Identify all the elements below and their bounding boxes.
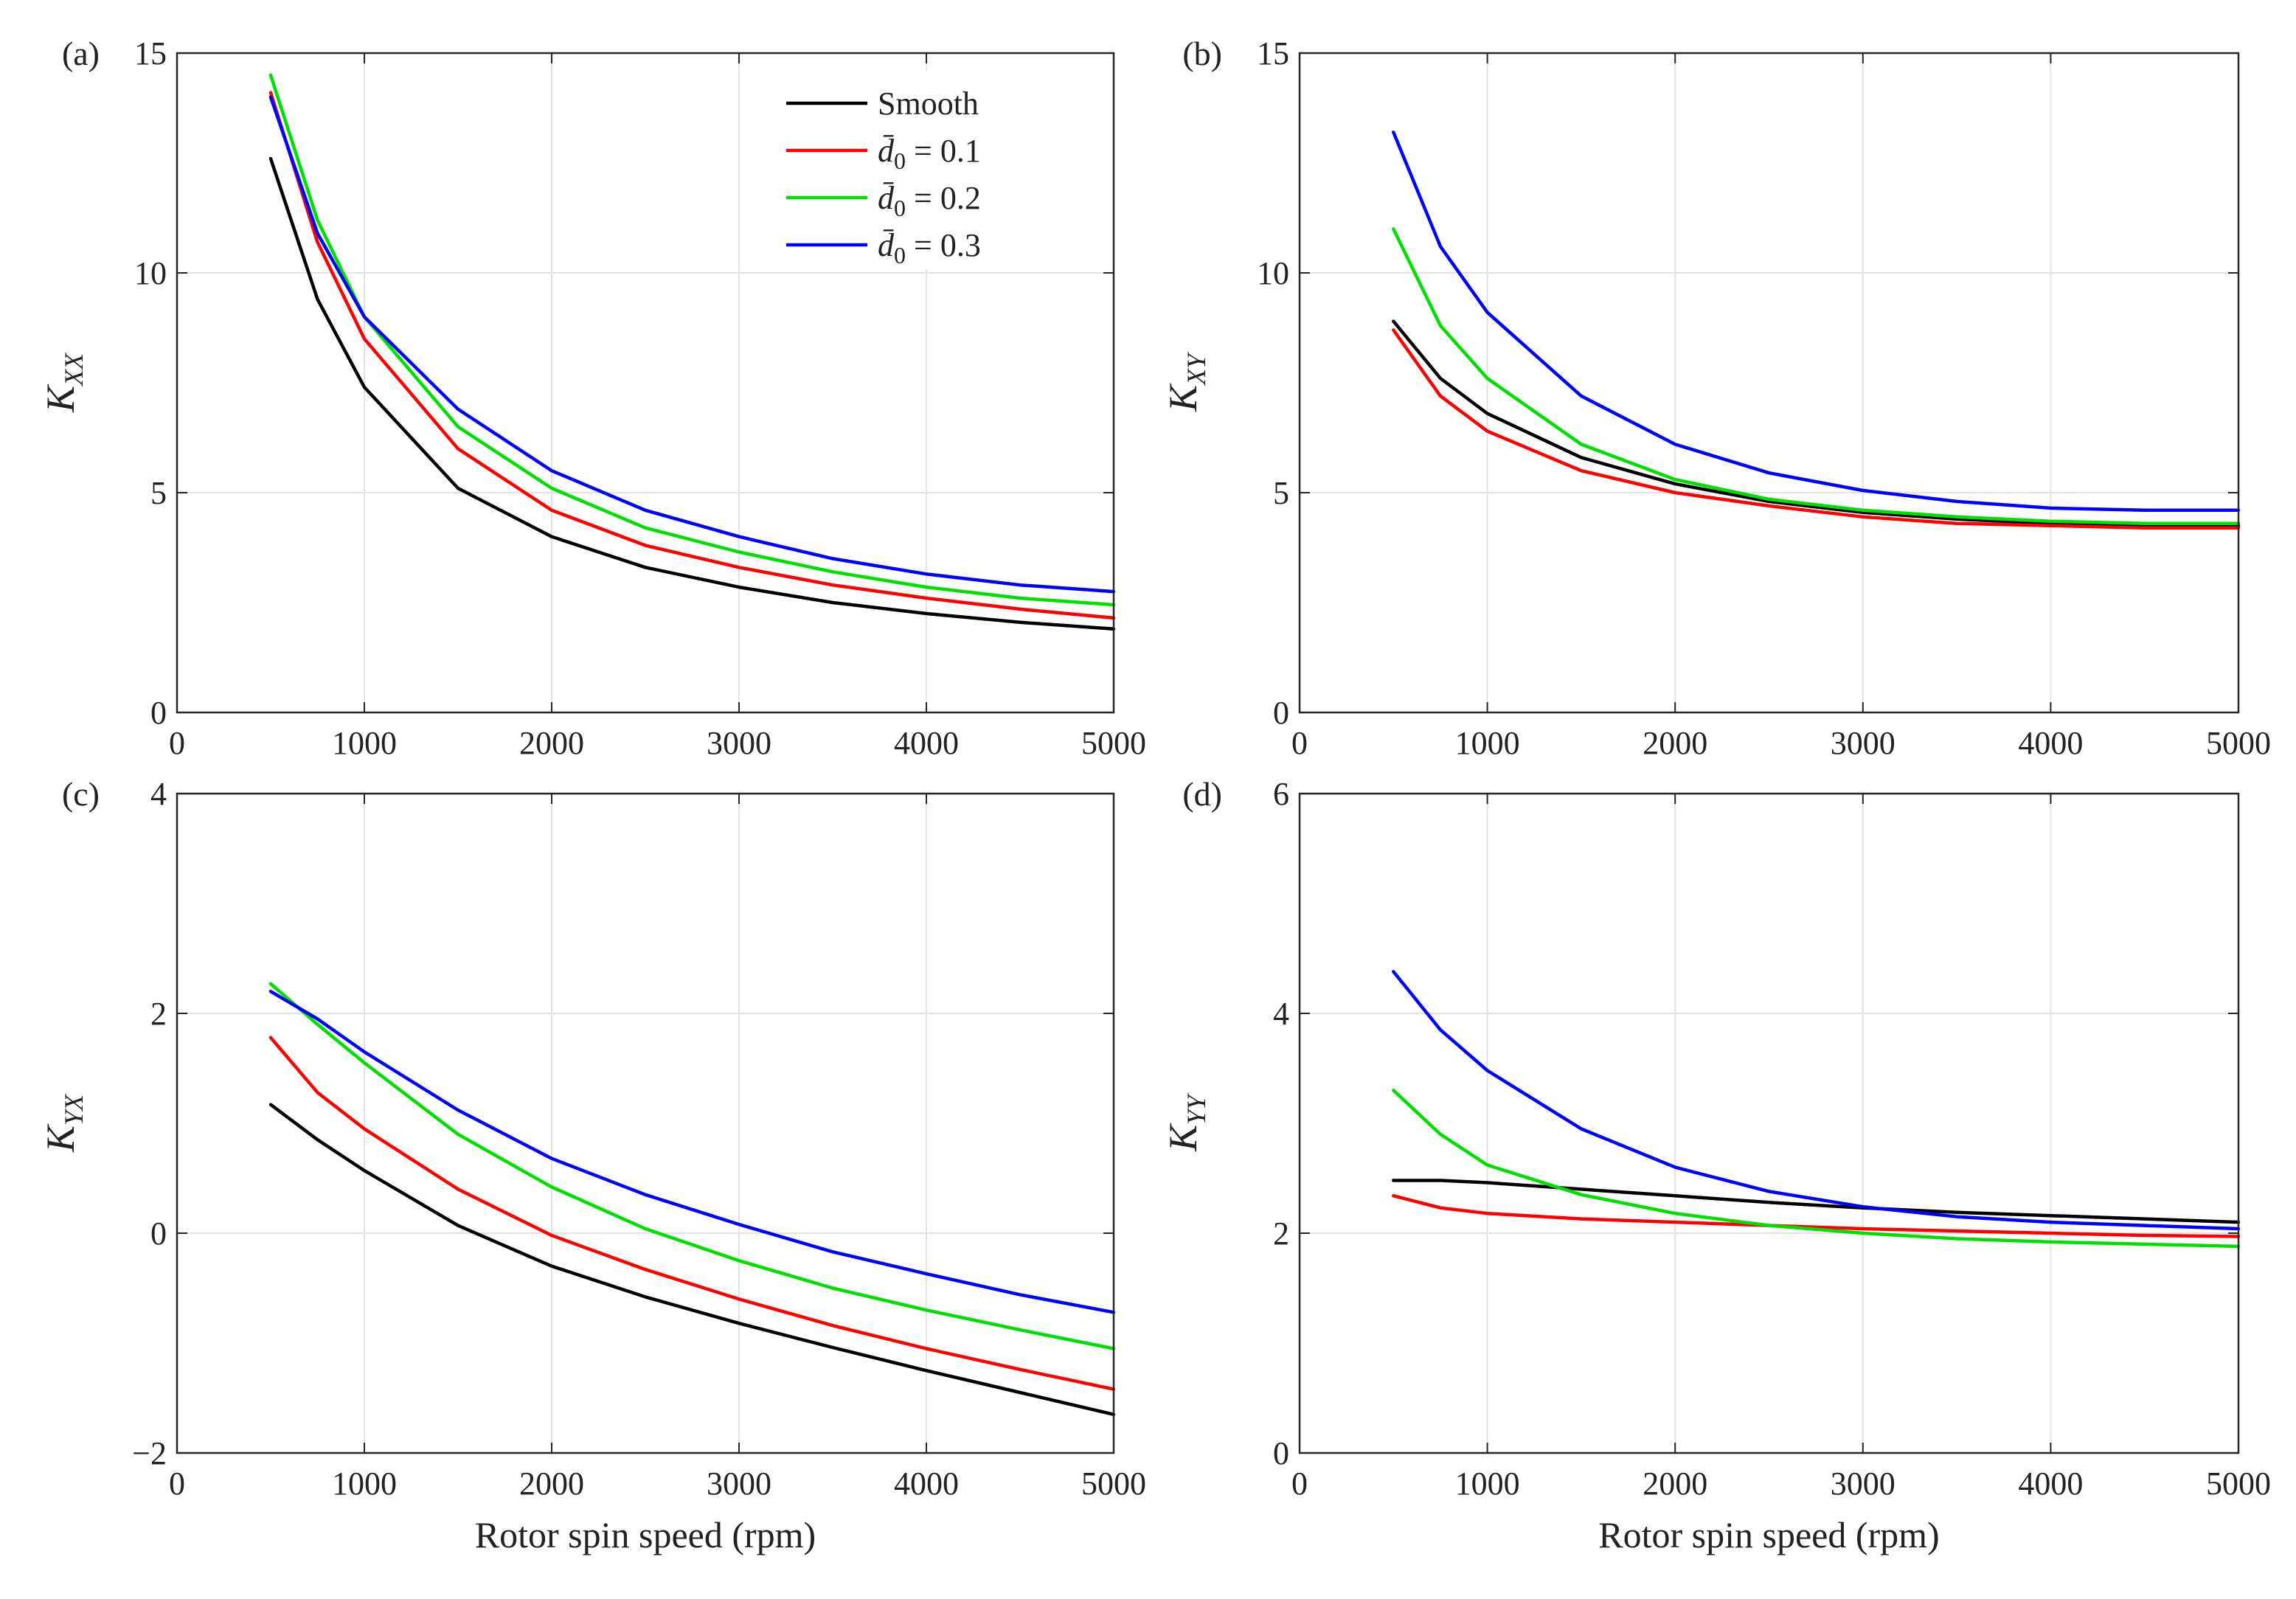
- legend-label-4: d̄0 = 0.3: [878, 227, 981, 268]
- series-line-4: [268, 95, 1116, 594]
- axes-box: [1298, 792, 2240, 1454]
- y-tick-label: 0: [1273, 695, 1289, 731]
- y-tick-label: 0: [150, 695, 167, 731]
- legend-label-3: d̄0 = 0.2: [878, 180, 981, 221]
- x-tick-label: 3000: [1831, 1466, 1896, 1502]
- x-tick-label: 4000: [2018, 1466, 2083, 1502]
- y-tick-label: −2: [132, 1435, 167, 1471]
- series-line-1: [268, 1103, 1116, 1417]
- y-tick-label: 5: [1273, 475, 1289, 511]
- y-axis-label: KYX: [38, 1093, 89, 1153]
- plot-area: [177, 794, 1114, 1453]
- x-tick-label: 0: [169, 1466, 185, 1502]
- axes-box: [1298, 52, 2240, 714]
- x-tick-label: 3000: [707, 1466, 771, 1502]
- panel-label: (b): [1182, 35, 1222, 72]
- series-line-4: [1392, 131, 2241, 513]
- panel-label: (c): [62, 775, 100, 813]
- x-tick-label: 5000: [1081, 725, 1146, 761]
- x-tick-label: 2000: [1643, 725, 1707, 761]
- y-tick-label: 2: [1273, 1215, 1289, 1252]
- x-tick-label: 0: [1291, 725, 1308, 761]
- legend: Smooth d̄0 = 0.1 d̄0 = 0.2 d̄0 = 0.3: [767, 71, 1099, 270]
- y-tick-label: 4: [150, 776, 167, 812]
- x-tick-label: 1000: [1455, 1466, 1520, 1502]
- x-tick-label: 0: [1291, 1466, 1308, 1502]
- x-tick-label: 1000: [332, 725, 397, 761]
- chart-panel-4: 0 1000 2000 3000 4000 5000 0 2 4 6 (d) KYY Rotor spi…: [1161, 775, 2271, 1555]
- series-line-1: [1392, 1179, 2241, 1224]
- y-tick-label: 0: [150, 1215, 167, 1252]
- series-line-1: [268, 156, 1116, 631]
- series-line-2: [268, 1036, 1116, 1391]
- y-axis-label: KXY: [1161, 351, 1211, 412]
- legend-label-2: d̄0 = 0.1: [878, 133, 981, 174]
- x-tick-label: 5000: [2206, 1466, 2271, 1502]
- y-tick-label: 10: [1257, 255, 1289, 291]
- series-line-4: [1392, 970, 2241, 1231]
- x-axis-label: Rotor spin speed (rpm): [475, 1514, 816, 1555]
- x-tick-label: 3000: [1831, 725, 1896, 761]
- axes-box: [176, 52, 1115, 714]
- series-line-1: [1392, 319, 2241, 527]
- legend-label-1: Smooth: [878, 86, 979, 122]
- series-line-4: [268, 989, 1116, 1314]
- axes-box: [176, 792, 1115, 1454]
- y-tick-label: 10: [134, 255, 167, 291]
- series-line-2: [268, 91, 1116, 620]
- x-tick-label: 3000: [707, 725, 771, 761]
- x-tick-label: 1000: [332, 1466, 397, 1502]
- x-tick-label: 0: [169, 725, 185, 761]
- series-line-3: [268, 73, 1116, 607]
- y-axis-label: KXX: [38, 352, 89, 413]
- x-tick-label: 2000: [1643, 1466, 1707, 1502]
- x-axis-label: Rotor spin speed (rpm): [1598, 1514, 1939, 1555]
- y-axis-label: KYY: [1161, 1092, 1211, 1152]
- y-tick-label: 0: [1273, 1435, 1289, 1471]
- y-tick-label: 15: [1257, 35, 1289, 72]
- x-tick-label: 2000: [519, 725, 584, 761]
- chart-panel-1: 0 1000 2000 3000 4000 5000 0 5 10 15 (a) KXX Smooth d…: [38, 35, 1146, 761]
- plot-area: [1300, 53, 2238, 712]
- x-tick-label: 5000: [1081, 1466, 1146, 1502]
- x-tick-label: 1000: [1455, 725, 1520, 761]
- x-tick-label: 2000: [519, 1466, 584, 1502]
- x-tick-label: 5000: [2206, 725, 2271, 761]
- x-tick-label: 4000: [2018, 725, 2083, 761]
- chart-panel-2: 0 1000 2000 3000 4000 5000 0 5 10 15 (b) KXY: [1161, 35, 2271, 761]
- plot-area: [1300, 794, 2238, 1453]
- y-tick-label: 5: [150, 475, 167, 511]
- y-tick-label: 2: [150, 996, 167, 1032]
- series-line-2: [1392, 328, 2241, 530]
- panel-label: (d): [1182, 775, 1222, 813]
- y-tick-label: 15: [134, 35, 167, 72]
- y-tick-label: 4: [1273, 996, 1289, 1032]
- x-tick-label: 4000: [894, 1466, 959, 1502]
- series-line-3: [1392, 227, 2241, 525]
- series-line-3: [1392, 1089, 2241, 1249]
- y-tick-label: 6: [1273, 776, 1289, 812]
- panel-label: (a): [62, 35, 100, 72]
- x-tick-label: 4000: [894, 725, 959, 761]
- series-line-3: [268, 982, 1116, 1350]
